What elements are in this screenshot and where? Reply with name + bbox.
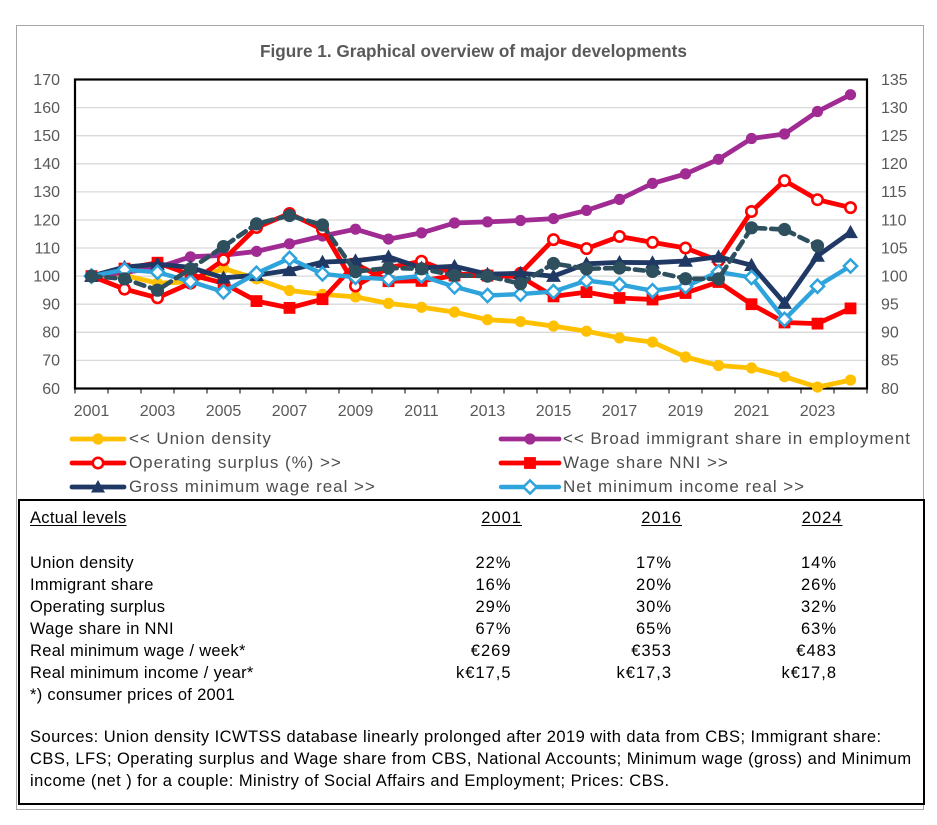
svg-text:<< Broad immigrant share in em: << Broad immigrant share in employment	[563, 429, 911, 448]
svg-text:130: 130	[881, 100, 908, 117]
svg-text:80: 80	[881, 381, 899, 398]
svg-text:Wage share NNI >>: Wage share NNI >>	[563, 453, 729, 472]
svg-text:135: 135	[881, 72, 908, 89]
svg-text:120: 120	[881, 156, 908, 173]
svg-text:<< Union density: << Union density	[129, 429, 272, 448]
svg-text:2011: 2011	[404, 403, 439, 420]
svg-text:2023: 2023	[800, 403, 836, 420]
svg-text:140: 140	[33, 156, 60, 173]
svg-text:100: 100	[33, 268, 60, 285]
svg-text:Gross minimum wage real >>: Gross minimum wage real >>	[129, 477, 376, 496]
svg-text:2001: 2001	[74, 403, 110, 420]
svg-text:2021: 2021	[734, 403, 770, 420]
svg-text:80: 80	[42, 325, 60, 342]
svg-text:160: 160	[33, 100, 60, 117]
svg-text:120: 120	[33, 212, 60, 229]
svg-text:90: 90	[881, 325, 899, 342]
svg-text:105: 105	[881, 240, 908, 257]
svg-text:90: 90	[42, 297, 60, 314]
svg-text:125: 125	[881, 128, 908, 145]
svg-text:60: 60	[42, 381, 60, 398]
svg-text:110: 110	[881, 212, 907, 229]
svg-text:Net minimum income real >>: Net minimum income real >>	[563, 477, 805, 496]
svg-text:2015: 2015	[536, 403, 572, 420]
svg-text:2007: 2007	[272, 403, 308, 420]
svg-text:2017: 2017	[602, 403, 638, 420]
svg-text:2013: 2013	[470, 403, 506, 420]
svg-text:130: 130	[33, 184, 60, 201]
svg-text:2005: 2005	[206, 403, 242, 420]
svg-text:150: 150	[33, 128, 60, 145]
svg-text:2019: 2019	[668, 403, 704, 420]
svg-text:85: 85	[881, 353, 899, 370]
svg-text:115: 115	[881, 184, 907, 201]
svg-text:2009: 2009	[338, 403, 374, 420]
svg-text:70: 70	[42, 353, 60, 370]
svg-text:100: 100	[881, 268, 908, 285]
svg-text:110: 110	[34, 240, 60, 257]
svg-text:95: 95	[881, 297, 899, 314]
svg-text:Operating surplus (%) >>: Operating surplus (%) >>	[129, 453, 342, 472]
svg-text:170: 170	[33, 72, 60, 89]
svg-text:2003: 2003	[140, 403, 176, 420]
